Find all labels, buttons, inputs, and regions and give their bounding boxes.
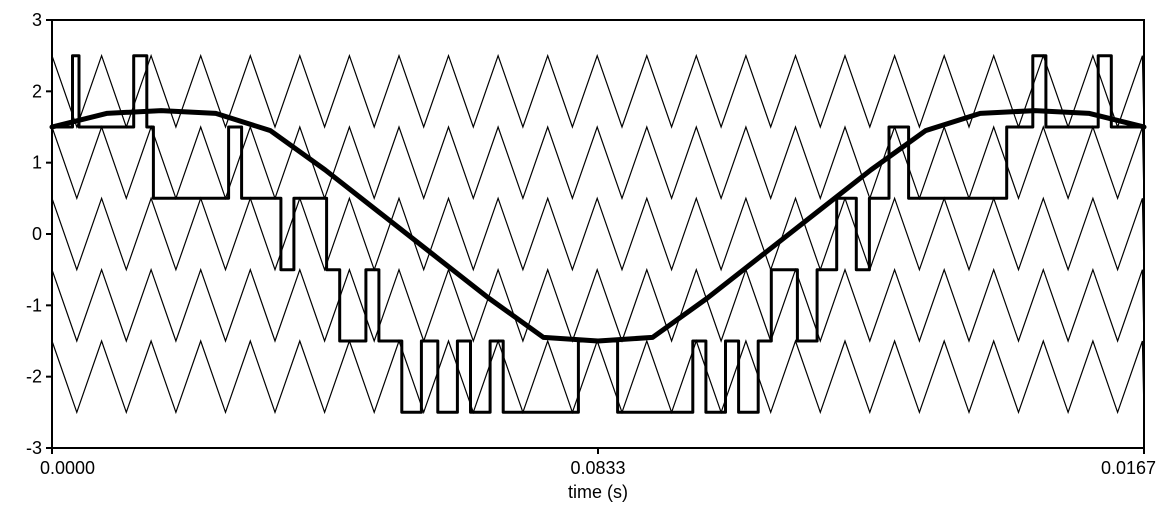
y-tick-label: -3 <box>26 438 42 458</box>
x-tick-label: 0.0000 <box>40 458 95 478</box>
x-axis-title: time (s) <box>568 482 628 502</box>
x-axis: 0.0000 0.0833 0.0167 <box>40 448 1156 478</box>
carrier-waves <box>51 53 1145 415</box>
carrier-wave-5 <box>51 339 1145 415</box>
y-tick-label: 0 <box>32 224 42 244</box>
y-tick-label: 3 <box>32 10 42 30</box>
y-tick-label: -2 <box>26 367 42 387</box>
y-axis: 3 2 1 0 -1 -2 -3 <box>26 10 52 458</box>
carrier-wave-1 <box>51 53 1145 129</box>
y-tick-label: 1 <box>32 153 42 173</box>
series-line-pwm-output <box>52 54 1144 414</box>
y-tick-label: -1 <box>26 295 42 315</box>
carrier-wave-4 <box>51 267 1145 343</box>
y-tick-label: 2 <box>32 81 42 101</box>
x-tick-label: 0.0167 <box>1101 458 1156 478</box>
x-tick-label: 0.0833 <box>570 458 625 478</box>
series-line-reference <box>49 108 1147 344</box>
carrier-wave-3 <box>51 196 1145 272</box>
carrier-wave-2 <box>51 125 1145 201</box>
series-group <box>49 54 1147 414</box>
